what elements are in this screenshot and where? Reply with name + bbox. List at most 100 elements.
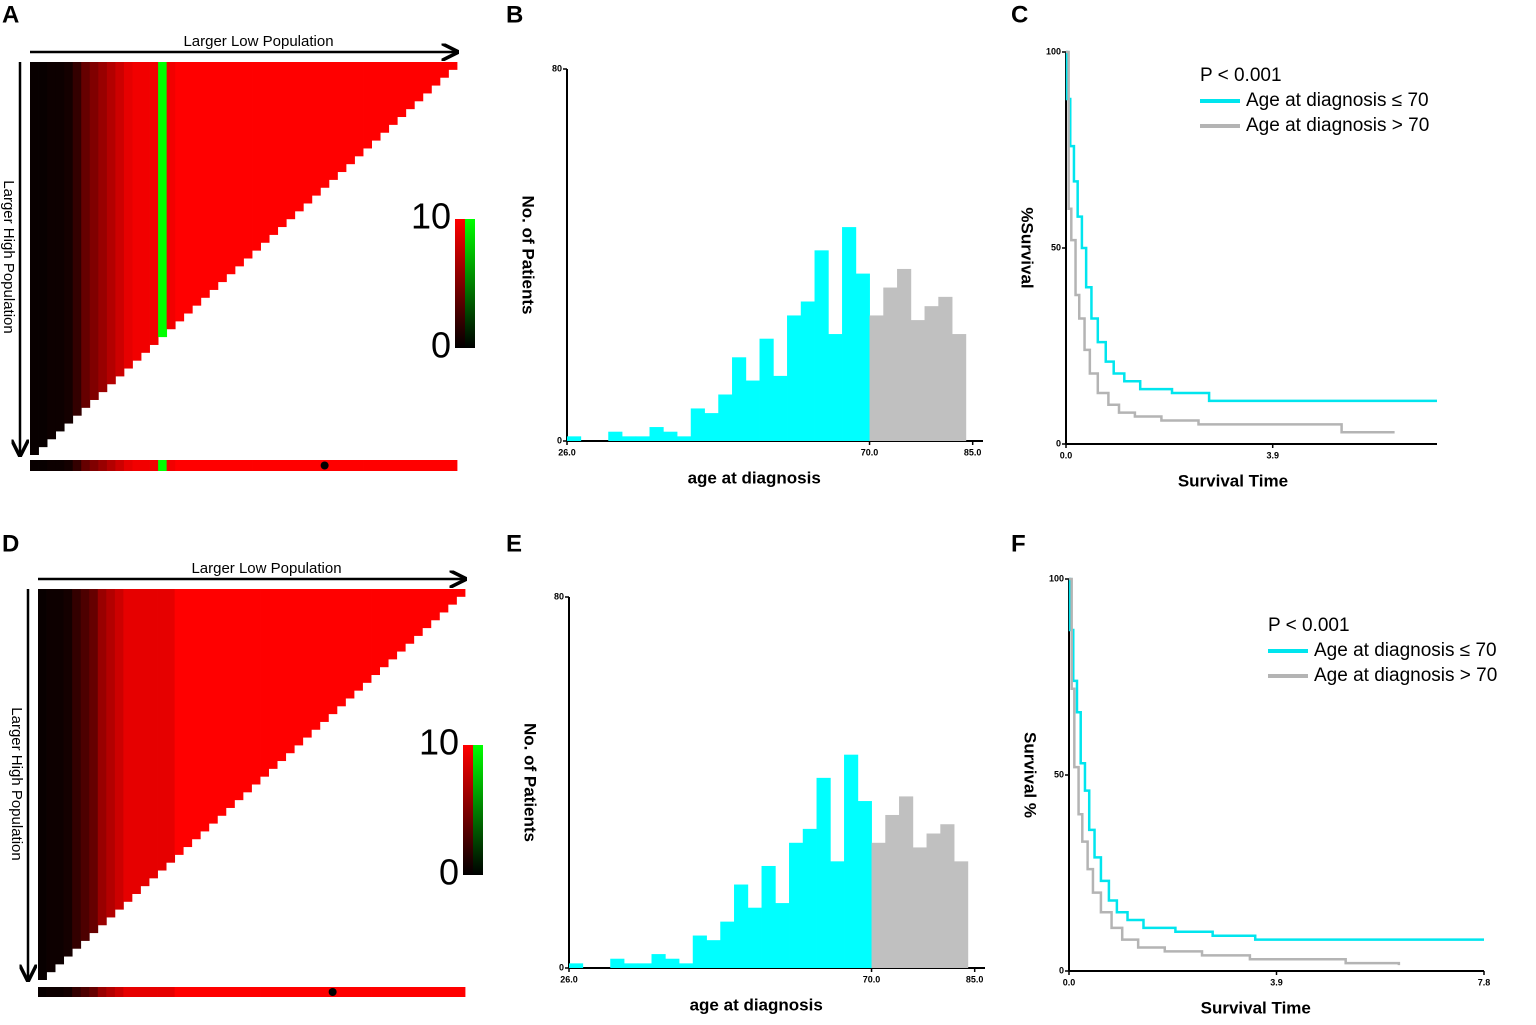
panel-letter: C: [1011, 1, 1028, 28]
panel-letter: B: [506, 1, 523, 28]
cut-bar-cell: [55, 987, 65, 997]
heat-cell: [345, 589, 355, 699]
heat-cell: [294, 589, 304, 746]
y-axis-label: No. of Patients: [519, 195, 538, 314]
heat-cell: [277, 589, 287, 762]
cut-bar-cell: [353, 987, 363, 997]
heat-cell: [379, 589, 389, 668]
x-tick-label: 0.0: [1060, 450, 1073, 460]
cut-bar-cell: [64, 460, 74, 471]
cut-bar-cell: [106, 987, 116, 997]
heat-cell: [55, 589, 65, 965]
heat-cell: [64, 62, 74, 424]
histogram-bar: [637, 963, 652, 968]
heat-cell: [448, 62, 458, 70]
heat-cell: [209, 62, 219, 290]
histogram-bar: [869, 315, 884, 441]
cut-bar-cell: [149, 460, 159, 471]
cut-bar-cell: [380, 460, 390, 471]
cut-bar-cell: [336, 987, 346, 997]
y-axis-label: Survival %: [1021, 732, 1040, 818]
cut-bar-cell: [217, 460, 227, 471]
heat-cell: [388, 589, 398, 660]
histogram-bar: [759, 338, 774, 441]
heat-cell: [123, 62, 133, 369]
cut-bar-cell: [388, 460, 398, 471]
histogram-bar: [926, 833, 941, 968]
heat-cell: [89, 589, 99, 934]
histogram-bar: [720, 921, 735, 968]
x-tick-label: 85.0: [966, 974, 984, 984]
cut-bar-cell: [448, 460, 458, 471]
legend-label: Age at diagnosis > 70: [1314, 665, 1497, 686]
cut-bar-cell: [46, 987, 56, 997]
y-tick-label: 0: [559, 962, 564, 972]
x-tick-label: 26.0: [560, 974, 578, 984]
heat-cell: [114, 589, 124, 910]
heat-cell: [311, 62, 321, 196]
cut-bar-cell: [362, 987, 372, 997]
heat-cell: [405, 62, 415, 110]
x-tick-label: 26.0: [558, 447, 576, 457]
x-axis-label: Survival Time: [1201, 998, 1311, 1017]
histogram-bar: [885, 814, 900, 968]
cut-bar-cell: [158, 460, 168, 471]
heat-cell: [149, 62, 159, 345]
left-arrow-label: Larger High Population: [8, 707, 25, 860]
x-tick-label: 70.0: [861, 447, 879, 457]
colorbar-high: [463, 745, 473, 875]
cut-bar-cell: [345, 987, 355, 997]
heat-cell: [55, 62, 65, 432]
cut-bar-cell: [89, 987, 99, 997]
histogram-bar: [940, 824, 955, 968]
cut-bar-cell: [166, 460, 176, 471]
colorbar-inverse: [465, 219, 475, 348]
heat-cell: [430, 589, 440, 621]
cut-bar-cell: [260, 987, 269, 997]
heat-cell: [200, 589, 210, 832]
cut-bar-cell: [422, 460, 432, 471]
heat-cell: [380, 62, 390, 133]
cut-bar-cell: [251, 987, 261, 997]
cut-bar-cell: [303, 460, 313, 471]
cut-bar-cell: [431, 460, 441, 471]
cut-bar-cell: [439, 460, 449, 471]
histogram-bar: [624, 963, 639, 968]
heat-cell: [140, 589, 150, 887]
heat-cell: [63, 589, 73, 957]
cut-bar-cell: [277, 460, 287, 471]
heat-cell: [131, 589, 141, 894]
colorbar-tick-label: 10: [411, 196, 451, 237]
cut-bar-cell: [98, 460, 108, 471]
histogram-bar: [569, 963, 584, 968]
histogram-bar: [761, 865, 776, 968]
heat-cell: [98, 62, 108, 393]
cut-bar-cell: [456, 987, 466, 997]
histogram-bar: [745, 380, 760, 441]
heat-cell: [106, 589, 116, 918]
colorbar-tick-label: 0: [431, 325, 451, 366]
cut-bar-cell: [55, 460, 65, 471]
cut-bar-cell: [405, 460, 415, 471]
cut-bar-cell: [396, 987, 406, 997]
y-tick-label: 0: [557, 435, 562, 445]
cut-bar-cell: [422, 987, 432, 997]
cut-bar-cell: [226, 460, 236, 471]
histogram-bar: [706, 940, 721, 968]
histogram-bar: [800, 301, 815, 441]
heat-cell: [277, 62, 287, 228]
heat-cell: [269, 62, 279, 235]
survival-curve: [1065, 50, 1437, 403]
cut-bar-cell: [397, 460, 407, 471]
y-axis-label: No. of Patients: [521, 723, 540, 842]
cut-bar-cell: [294, 460, 304, 471]
histogram-bar: [665, 958, 680, 968]
heat-cell: [302, 589, 312, 738]
cut-bar-cell: [141, 460, 150, 471]
cut-bar-cell: [414, 460, 424, 471]
histogram-bar: [692, 935, 707, 968]
heat-cell: [303, 62, 313, 204]
histogram-bar: [690, 408, 705, 441]
heat-cell: [431, 62, 441, 86]
cut-bar-cell: [277, 987, 287, 997]
